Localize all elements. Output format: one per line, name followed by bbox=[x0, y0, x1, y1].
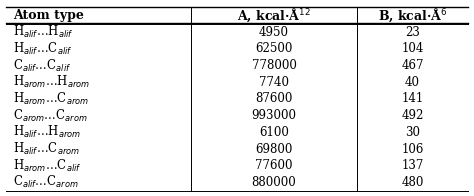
Text: C$_{arom}$…C$_{arom}$: C$_{arom}$…C$_{arom}$ bbox=[13, 108, 88, 124]
Text: B, kcal·Å$^{6}$: B, kcal·Å$^{6}$ bbox=[378, 7, 447, 24]
Text: A, kcal·Å$^{12}$: A, kcal·Å$^{12}$ bbox=[237, 7, 311, 24]
Text: 23: 23 bbox=[405, 26, 420, 39]
Text: 62500: 62500 bbox=[255, 42, 292, 55]
Text: 7740: 7740 bbox=[259, 76, 289, 89]
Text: 69800: 69800 bbox=[255, 142, 292, 156]
Text: C$_{alif}$…C$_{arom}$: C$_{alif}$…C$_{arom}$ bbox=[13, 174, 79, 191]
Text: Atom type: Atom type bbox=[13, 9, 84, 22]
Text: 6100: 6100 bbox=[259, 126, 289, 139]
Text: 77600: 77600 bbox=[255, 159, 292, 172]
Text: 104: 104 bbox=[401, 42, 424, 55]
Text: H$_{alif}$…H$_{arom}$: H$_{alif}$…H$_{arom}$ bbox=[13, 124, 82, 140]
Text: 137: 137 bbox=[401, 159, 424, 172]
Text: 141: 141 bbox=[401, 93, 424, 105]
Text: H$_{arom}$…C$_{alif}$: H$_{arom}$…C$_{alif}$ bbox=[13, 158, 82, 174]
Text: 87600: 87600 bbox=[255, 93, 292, 105]
Text: H$_{alif}$…C$_{arom}$: H$_{alif}$…C$_{arom}$ bbox=[13, 141, 80, 157]
Text: 778000: 778000 bbox=[252, 59, 296, 72]
Text: 480: 480 bbox=[401, 176, 424, 189]
Text: 993000: 993000 bbox=[251, 109, 296, 122]
Text: 40: 40 bbox=[405, 76, 420, 89]
Text: H$_{arom}$…H$_{arom}$: H$_{arom}$…H$_{arom}$ bbox=[13, 74, 91, 90]
Text: H$_{arom}$…C$_{arom}$: H$_{arom}$…C$_{arom}$ bbox=[13, 91, 89, 107]
Text: 492: 492 bbox=[401, 109, 424, 122]
Text: C$_{alif}$…C$_{alif}$: C$_{alif}$…C$_{alif}$ bbox=[13, 58, 72, 74]
Text: 4950: 4950 bbox=[259, 26, 289, 39]
Text: 880000: 880000 bbox=[252, 176, 296, 189]
Text: 467: 467 bbox=[401, 59, 424, 72]
Text: 30: 30 bbox=[405, 126, 420, 139]
Text: H$_{alif}$…H$_{alif}$: H$_{alif}$…H$_{alif}$ bbox=[13, 24, 74, 40]
Text: 106: 106 bbox=[401, 142, 424, 156]
Text: H$_{alif}$…C$_{alif}$: H$_{alif}$…C$_{alif}$ bbox=[13, 41, 73, 57]
